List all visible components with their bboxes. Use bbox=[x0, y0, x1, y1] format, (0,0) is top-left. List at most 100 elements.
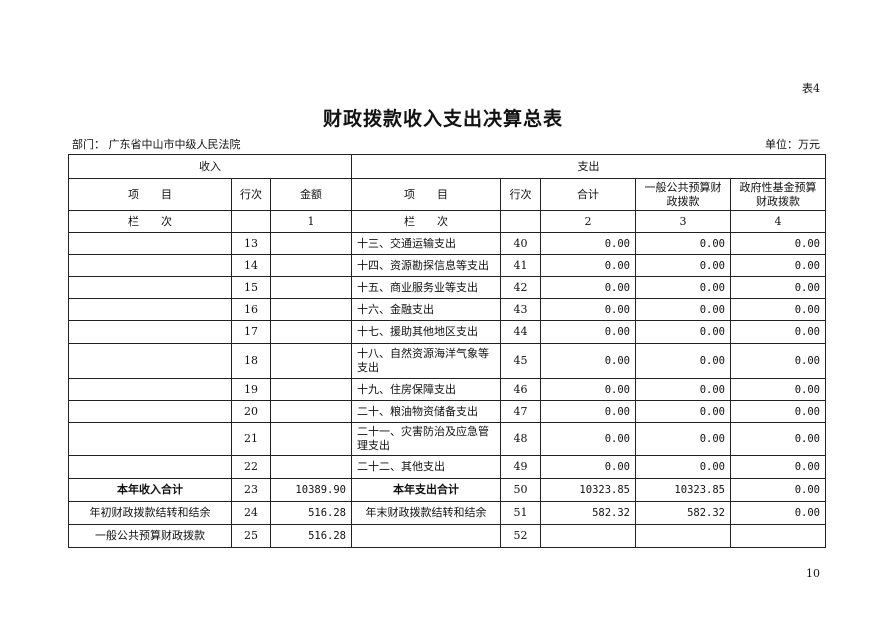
cell-ex-item: 十八、自然资源海洋气象等支出 bbox=[351, 343, 501, 379]
cell-in-item bbox=[68, 343, 232, 379]
cell-in-item: 本年收入合计 bbox=[68, 478, 232, 502]
cell-t: 0.00 bbox=[540, 232, 636, 255]
cell-g: 582.32 bbox=[635, 501, 731, 525]
cell-ex-item: 十五、商业服务业等支出 bbox=[351, 276, 501, 299]
cell-ex-item: 年末财政拨款结转和结余 bbox=[351, 501, 501, 525]
department-label: 部门： 广东省中山市中级人民法院 bbox=[72, 138, 241, 151]
table-row: 17 十七、援助其他地区支出 44 0.00 0.00 0.00 bbox=[68, 320, 826, 344]
cell-f: 0.00 bbox=[730, 422, 826, 456]
cell-ex-item: 十七、援助其他地区支出 bbox=[351, 320, 501, 344]
cell-in-line: 21 bbox=[231, 422, 271, 456]
cell-ex-line: 44 bbox=[500, 320, 541, 344]
column-label: 栏 次 bbox=[351, 210, 501, 233]
table-row: 18 十八、自然资源海洋气象等支出 45 0.00 0.00 0.00 bbox=[68, 343, 826, 379]
table-row: 15 十五、商业服务业等支出 42 0.00 0.00 0.00 bbox=[68, 276, 826, 299]
expense-line-header: 行次 bbox=[500, 178, 541, 211]
budget-table: 收入 支出 项 目 行次 金额 项 目 行次 合计 一般公共预算财政拨款 政府性… bbox=[68, 154, 826, 548]
cell-t: 0.00 bbox=[540, 320, 636, 344]
cell-ex-item: 二十二、其他支出 bbox=[351, 455, 501, 479]
cell-t: 0.00 bbox=[540, 422, 636, 456]
cell-in-item bbox=[68, 298, 232, 321]
cell-in-line: 13 bbox=[231, 232, 271, 255]
table-number: 表4 bbox=[802, 82, 820, 95]
table-row: 年初财政拨款结转和结余 24 516.28 年末财政拨款结转和结余 51 582.32 58… bbox=[68, 501, 826, 525]
cell-f: 0.00 bbox=[730, 455, 826, 479]
cell-g: 0.00 bbox=[635, 298, 731, 321]
cell-in-line: 14 bbox=[231, 254, 271, 277]
cell-in-amt bbox=[270, 378, 352, 401]
cell-ex-item: 二十、粮油物资储备支出 bbox=[351, 400, 501, 423]
cell-in-line: 16 bbox=[231, 298, 271, 321]
cell-ex-line: 42 bbox=[500, 276, 541, 299]
cell-ex-line: 51 bbox=[500, 501, 541, 525]
table-row: 13 十三、交通运输支出 40 0.00 0.00 0.00 bbox=[68, 232, 826, 255]
cell-g: 0.00 bbox=[635, 232, 731, 255]
cell-in-amt: 10389.90 bbox=[270, 478, 352, 502]
cell-f: 0.00 bbox=[730, 254, 826, 277]
cell-in-amt bbox=[270, 343, 352, 379]
cell-ex-item: 十三、交通运输支出 bbox=[351, 232, 501, 255]
cell-in-amt: 516.28 bbox=[270, 524, 352, 548]
cell-in-line: 15 bbox=[231, 276, 271, 299]
cell-f: 0.00 bbox=[730, 343, 826, 379]
cell-ex-line: 41 bbox=[500, 254, 541, 277]
cell-ex-item: 二十一、灾害防治及应急管理支出 bbox=[351, 422, 501, 456]
cell-t: 0.00 bbox=[540, 298, 636, 321]
cell-g: 0.00 bbox=[635, 400, 731, 423]
cell-in-amt bbox=[270, 320, 352, 344]
cell-ex-line: 43 bbox=[500, 298, 541, 321]
cell-ex-line: 49 bbox=[500, 455, 541, 479]
cell-g: 10323.85 bbox=[635, 478, 731, 502]
cell-in-item: 一般公共预算财政拨款 bbox=[68, 524, 232, 548]
cell-ex-line: 48 bbox=[500, 422, 541, 456]
cell-in-line: 22 bbox=[231, 455, 271, 479]
cell-g: 0.00 bbox=[635, 320, 731, 344]
expense-header: 支出 bbox=[351, 154, 826, 179]
empty-cell bbox=[231, 210, 271, 233]
cell-g: 0.00 bbox=[635, 276, 731, 299]
col-number: 4 bbox=[730, 210, 826, 233]
cell-ex-item: 十六、金融支出 bbox=[351, 298, 501, 321]
cell-in-item bbox=[68, 455, 232, 479]
cell-t: 0.00 bbox=[540, 455, 636, 479]
cell-f: 0.00 bbox=[730, 501, 826, 525]
table-row: 一般公共预算财政拨款 25 516.28 52 bbox=[68, 524, 826, 548]
table-row: 22 二十二、其他支出 49 0.00 0.00 0.00 bbox=[68, 455, 826, 479]
cell-f: 0.00 bbox=[730, 298, 826, 321]
cell-f: 0.00 bbox=[730, 276, 826, 299]
cell-ex-item bbox=[351, 524, 501, 548]
col-number: 3 bbox=[635, 210, 731, 233]
cell-in-amt bbox=[270, 276, 352, 299]
cell-f: 0.00 bbox=[730, 478, 826, 502]
cell-t: 0.00 bbox=[540, 254, 636, 277]
cell-in-item bbox=[68, 320, 232, 344]
cell-in-item bbox=[68, 276, 232, 299]
fund-budget-header: 政府性基金预算财政拨款 bbox=[730, 178, 826, 211]
cell-g: 0.00 bbox=[635, 455, 731, 479]
cell-ex-line: 40 bbox=[500, 232, 541, 255]
cell-in-amt: 516.28 bbox=[270, 501, 352, 525]
cell-in-amt bbox=[270, 400, 352, 423]
cell-f: 0.00 bbox=[730, 232, 826, 255]
cell-in-item: 年初财政拨款结转和结余 bbox=[68, 501, 232, 525]
cell-ex-line: 46 bbox=[500, 378, 541, 401]
cell-in-amt bbox=[270, 232, 352, 255]
cell-in-line: 19 bbox=[231, 378, 271, 401]
cell-ex-line: 50 bbox=[500, 478, 541, 502]
cell-in-line: 25 bbox=[231, 524, 271, 548]
table-row: 16 十六、金融支出 43 0.00 0.00 0.00 bbox=[68, 298, 826, 321]
amount-header: 金额 bbox=[270, 178, 352, 211]
page-number: 10 bbox=[806, 567, 820, 580]
cell-ex-line: 47 bbox=[500, 400, 541, 423]
cell-t: 0.00 bbox=[540, 400, 636, 423]
cell-f: 0.00 bbox=[730, 400, 826, 423]
cell-f: 0.00 bbox=[730, 320, 826, 344]
income-line-header: 行次 bbox=[231, 178, 271, 211]
cell-in-line: 18 bbox=[231, 343, 271, 379]
cell-in-item bbox=[68, 422, 232, 456]
cell-in-item bbox=[68, 254, 232, 277]
cell-ex-line: 52 bbox=[500, 524, 541, 548]
cell-ex-line: 45 bbox=[500, 343, 541, 379]
cell-g: 0.00 bbox=[635, 343, 731, 379]
